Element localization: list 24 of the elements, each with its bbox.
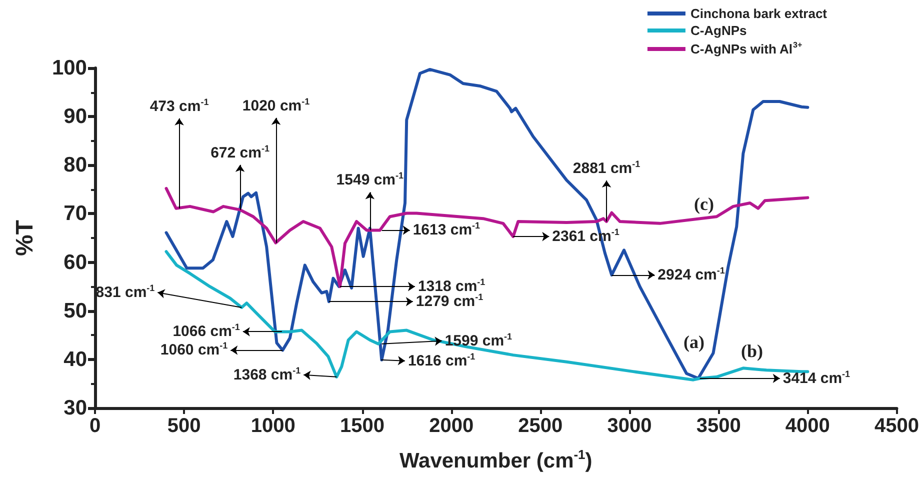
y-tick-label: 80 <box>64 154 87 177</box>
x-tick-label: 1000 <box>250 415 296 437</box>
y-tick-label: 60 <box>64 250 87 274</box>
y-tick-label: 100 <box>52 56 87 80</box>
x-tick-label: 3500 <box>696 415 741 437</box>
x-tick-label: 500 <box>167 415 201 437</box>
y-tick-label: 70 <box>64 202 87 226</box>
y-tick-label: 30 <box>64 396 87 420</box>
y-tick-label: 40 <box>64 348 87 371</box>
x-tick-label: 2500 <box>518 415 563 437</box>
x-tick-label: 4500 <box>874 415 920 437</box>
x-tick-label: 3000 <box>607 415 652 437</box>
legend-label: Cinchona bark extract <box>690 6 828 21</box>
x-tick-label: 1500 <box>340 415 384 437</box>
annotation: (b) <box>741 341 764 361</box>
x-tick-label: 2000 <box>429 415 474 437</box>
y-axis-title: %T <box>12 220 38 256</box>
y-tick-label: 90 <box>64 105 87 128</box>
x-tick-label: 0 <box>89 415 101 437</box>
y-tick-label: 50 <box>64 299 87 322</box>
annotation: (c) <box>694 194 714 214</box>
x-tick-label: 4000 <box>785 415 830 437</box>
legend-label: C-AgNPs <box>690 23 747 38</box>
annotation: (a) <box>684 332 704 352</box>
